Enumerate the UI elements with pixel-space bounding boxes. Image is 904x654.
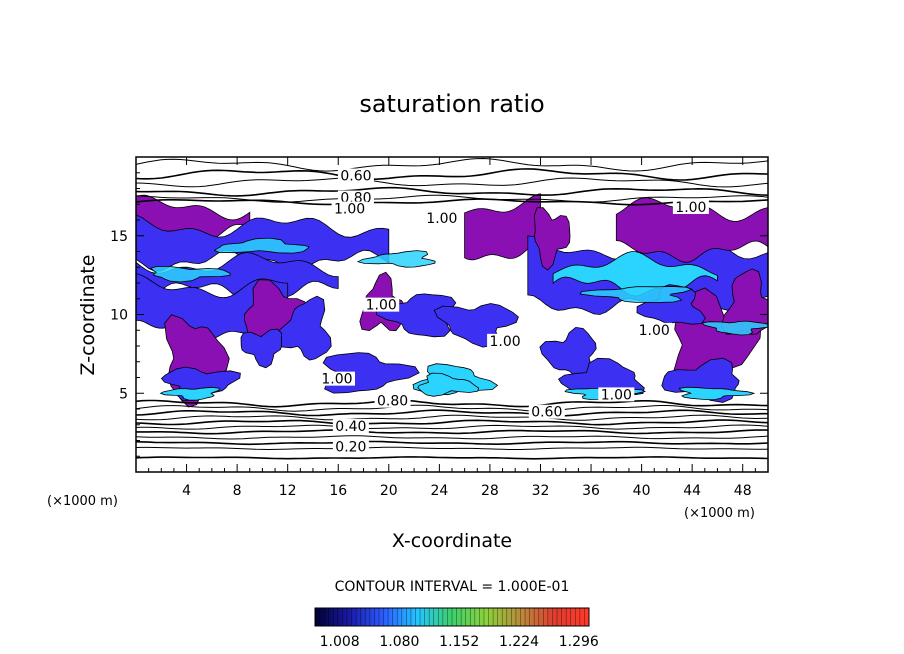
- contour-line-lower: [136, 414, 768, 421]
- contour-label-bg: [598, 387, 635, 402]
- colorbar-tick-label: 1.008: [320, 634, 360, 650]
- colorbar-tick-label: 1.080: [379, 634, 419, 650]
- x-tick-label: 44: [683, 483, 701, 499]
- contour-line-lower: [136, 456, 768, 460]
- x-tick-label: 8: [233, 483, 242, 499]
- contour-label: 1.00: [639, 323, 670, 339]
- supersaturation-region: [150, 265, 231, 283]
- contour-line-lower: [136, 419, 768, 426]
- contour-label: 1.00: [490, 334, 521, 350]
- contour-label: 1.00: [675, 200, 706, 216]
- contour-label-bg: [672, 199, 709, 214]
- supersaturation-region: [579, 286, 693, 303]
- x-axis: 4 8 12 16 20 24 28 32 36 40 44 48: [148, 157, 756, 499]
- x-tick-label: 4: [182, 483, 191, 499]
- supersaturation-region: [701, 320, 768, 336]
- supersaturation-region: [533, 207, 571, 271]
- contour-line-upper: [136, 186, 768, 197]
- contour-label-bg: [363, 297, 400, 312]
- y-tick-label: 5: [119, 386, 128, 402]
- supersaturation-field: [136, 193, 768, 408]
- supersaturation-region: [356, 250, 436, 268]
- supersaturation-band: [615, 197, 768, 263]
- contour-label-bg: [528, 404, 565, 419]
- supersaturation-region: [240, 328, 283, 369]
- contour-line-lower: [136, 409, 768, 417]
- contour-line-lower: [136, 399, 768, 408]
- contour-label: 1.00: [334, 202, 365, 218]
- contour-label: 0.20: [335, 439, 366, 455]
- x-tick-label: 24: [430, 483, 448, 499]
- x-tick-label: 28: [481, 483, 499, 499]
- contour-label-bg: [337, 190, 374, 205]
- contour-label-bg: [332, 418, 369, 433]
- contour-line-upper: [136, 198, 768, 206]
- colorbar-tick-label: 1.224: [499, 634, 539, 650]
- y-unit-note: (×1000 m): [47, 494, 118, 509]
- x-unit-note: (×1000 m): [684, 506, 755, 521]
- contour-label-bg: [374, 393, 411, 408]
- colorbar-tick-label: 1.152: [439, 634, 479, 650]
- contour-line-lower: [136, 429, 768, 435]
- x-tick-label: 36: [582, 483, 600, 499]
- contour-label-bg: [337, 168, 374, 183]
- contour-label: 1.00: [601, 387, 632, 403]
- contour-label-bg: [487, 333, 524, 348]
- y-axis: 5 10 15: [110, 172, 768, 457]
- x-tick-label: 32: [532, 483, 550, 499]
- contour-label: 1.00: [366, 298, 397, 314]
- contour-label: 0.80: [377, 394, 408, 410]
- contour-label-bg: [318, 371, 355, 386]
- x-tick-label: 48: [734, 483, 752, 499]
- y-axis-label: Z-coordinate: [77, 255, 99, 376]
- x-tick-label: 20: [380, 483, 398, 499]
- contour-line-lower: [136, 435, 768, 440]
- supersaturation-region: [159, 386, 220, 401]
- contour-label: 1.00: [321, 372, 352, 388]
- colorbar-tick-label: 1.296: [559, 634, 599, 650]
- contour-label: 1.00: [426, 211, 457, 227]
- x-tick-label: 40: [633, 483, 651, 499]
- contour-line-upper: [136, 157, 768, 172]
- contour-line-lower: [136, 446, 768, 451]
- supersaturation-region: [417, 372, 480, 397]
- contour-line-upper: [136, 194, 768, 203]
- x-tick-label: 16: [329, 483, 347, 499]
- contour-label: 0.60: [340, 168, 371, 184]
- contour-label-bg: [331, 201, 368, 216]
- contour-label: 0.40: [335, 419, 366, 435]
- x-axis-label: X-coordinate: [392, 530, 512, 552]
- contour-line-lower: [136, 424, 768, 430]
- contour-line-lower: [136, 404, 768, 412]
- contour-label-bg: [423, 211, 460, 225]
- supersaturation-band: [552, 251, 718, 297]
- contour-labels: 0.60 0.80 1.00 1.00 1.00 1.00 1.00 1.00 1.00 1.00…: [318, 168, 709, 455]
- supersaturation-region: [720, 268, 768, 335]
- contour-lines: [136, 157, 768, 460]
- contour-line-upper: [136, 168, 768, 181]
- supersaturation-region: [678, 386, 756, 401]
- contour-line-upper: [136, 177, 768, 188]
- contour-interval-text: CONTOUR INTERVAL = 1.000E-01: [335, 579, 570, 595]
- colorbar: 1.008 1.080 1.152 1.224 1.296: [314, 607, 599, 650]
- contour-line-lower: [136, 440, 768, 446]
- contour-label-bg: [636, 322, 673, 337]
- contour-label: 0.60: [531, 405, 562, 421]
- chart-title: saturation ratio: [359, 90, 544, 118]
- supersaturation-region: [213, 237, 310, 254]
- x-tick-label: 12: [279, 483, 297, 499]
- y-tick-label: 10: [110, 308, 128, 324]
- contour-label-bg: [332, 439, 369, 454]
- y-tick-label: 15: [110, 229, 128, 245]
